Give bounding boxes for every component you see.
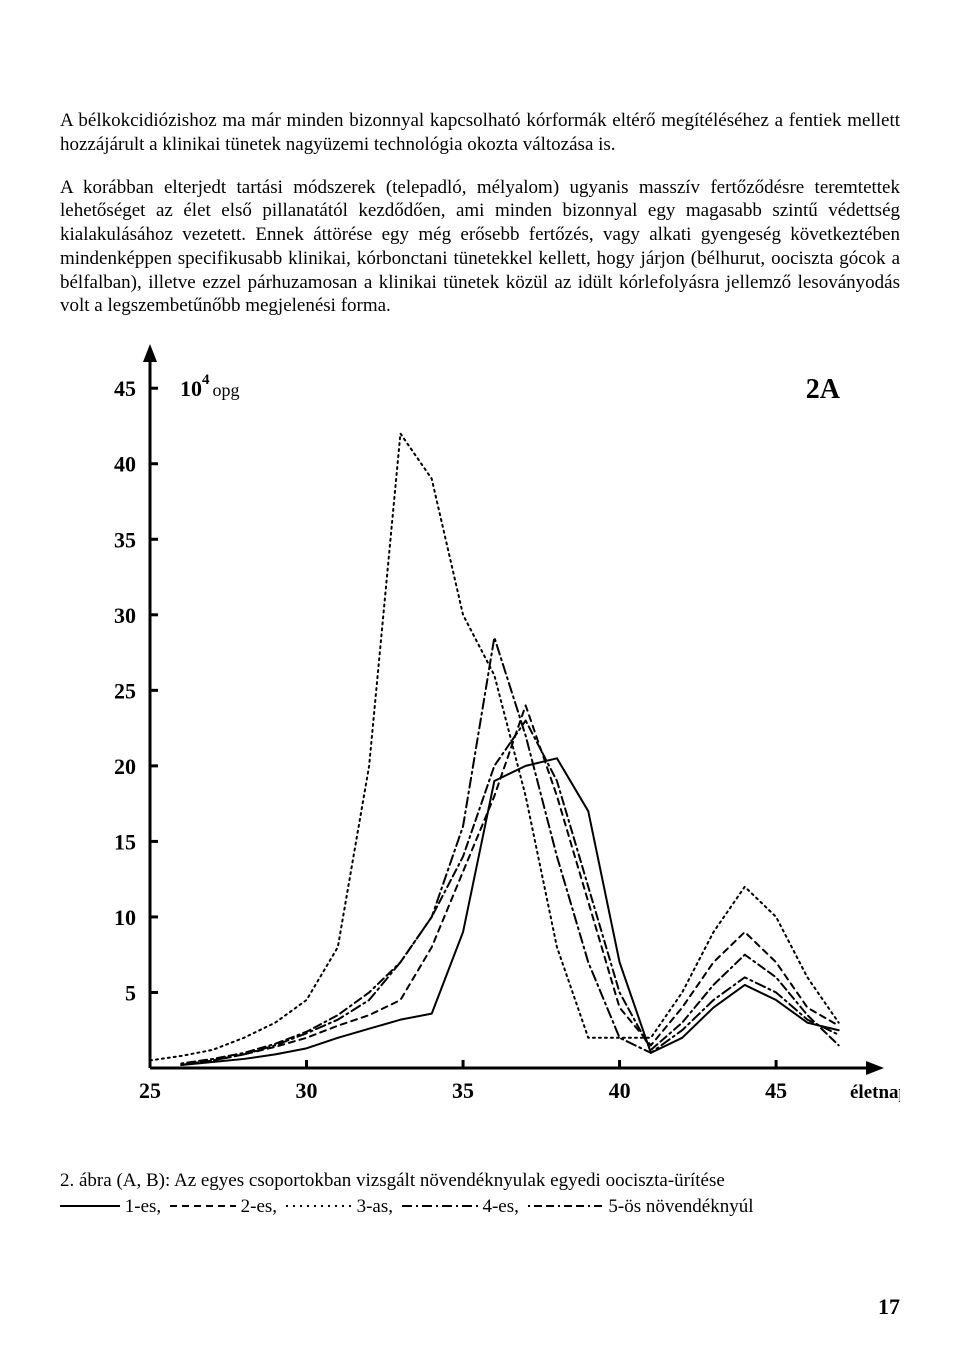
legend-label-3: 3-as, (357, 1196, 393, 1217)
svg-text:45: 45 (765, 1078, 787, 1103)
chart-svg: 5 10 15 20 25 30 35 40 45 25 30 35 40 45 104opg 2A életn… (60, 338, 900, 1138)
svg-text:25: 25 (139, 1078, 161, 1103)
legend-swatch-1 (60, 1200, 120, 1212)
caption-legend-line: 1-es, 2-es, 3-as, 4-es, 5-ös növendéknyú… (60, 1194, 900, 1220)
figure-caption: 2. ábra (A, B): Az egyes csoportokban vi… (60, 1168, 900, 1219)
page-number: 17 (878, 1294, 900, 1320)
svg-text:35: 35 (114, 527, 136, 552)
svg-text:30: 30 (296, 1078, 318, 1103)
legend-swatch-4 (398, 1200, 478, 1212)
svg-text:2A: 2A (806, 374, 841, 405)
legend-label-4: 4-es, (482, 1196, 518, 1217)
svg-text:10: 10 (114, 905, 136, 930)
svg-text:30: 30 (114, 603, 136, 628)
svg-text:45: 45 (114, 376, 136, 401)
legend-swatch-2 (166, 1200, 236, 1212)
chart-2a: 5 10 15 20 25 30 35 40 45 25 30 35 40 45 104opg 2A életn… (60, 338, 900, 1138)
legend-swatch-3 (282, 1200, 352, 1212)
caption-line-1: 2. ábra (A, B): Az egyes csoportokban vi… (60, 1168, 900, 1194)
svg-text:25: 25 (114, 678, 136, 703)
svg-text:104opg: 104opg (180, 372, 240, 401)
legend-label-5: 5-ös növendéknyúl (608, 1196, 753, 1217)
svg-text:40: 40 (114, 452, 136, 477)
legend-label-1: 1-es, (125, 1196, 161, 1217)
svg-text:5: 5 (125, 980, 136, 1005)
paragraph-1: A bélkokcidiózishoz ma már minden bizonn… (60, 109, 900, 157)
svg-text:20: 20 (114, 754, 136, 779)
legend-label-2: 2-es, (241, 1196, 277, 1217)
svg-text:40: 40 (609, 1078, 631, 1103)
svg-text:15: 15 (114, 829, 136, 854)
svg-text:35: 35 (452, 1078, 474, 1103)
paragraph-2: A korábban elterjedt tartási módszerek (… (60, 176, 900, 319)
legend-swatch-5 (524, 1200, 604, 1212)
svg-text:életnap: életnap (850, 1082, 900, 1103)
